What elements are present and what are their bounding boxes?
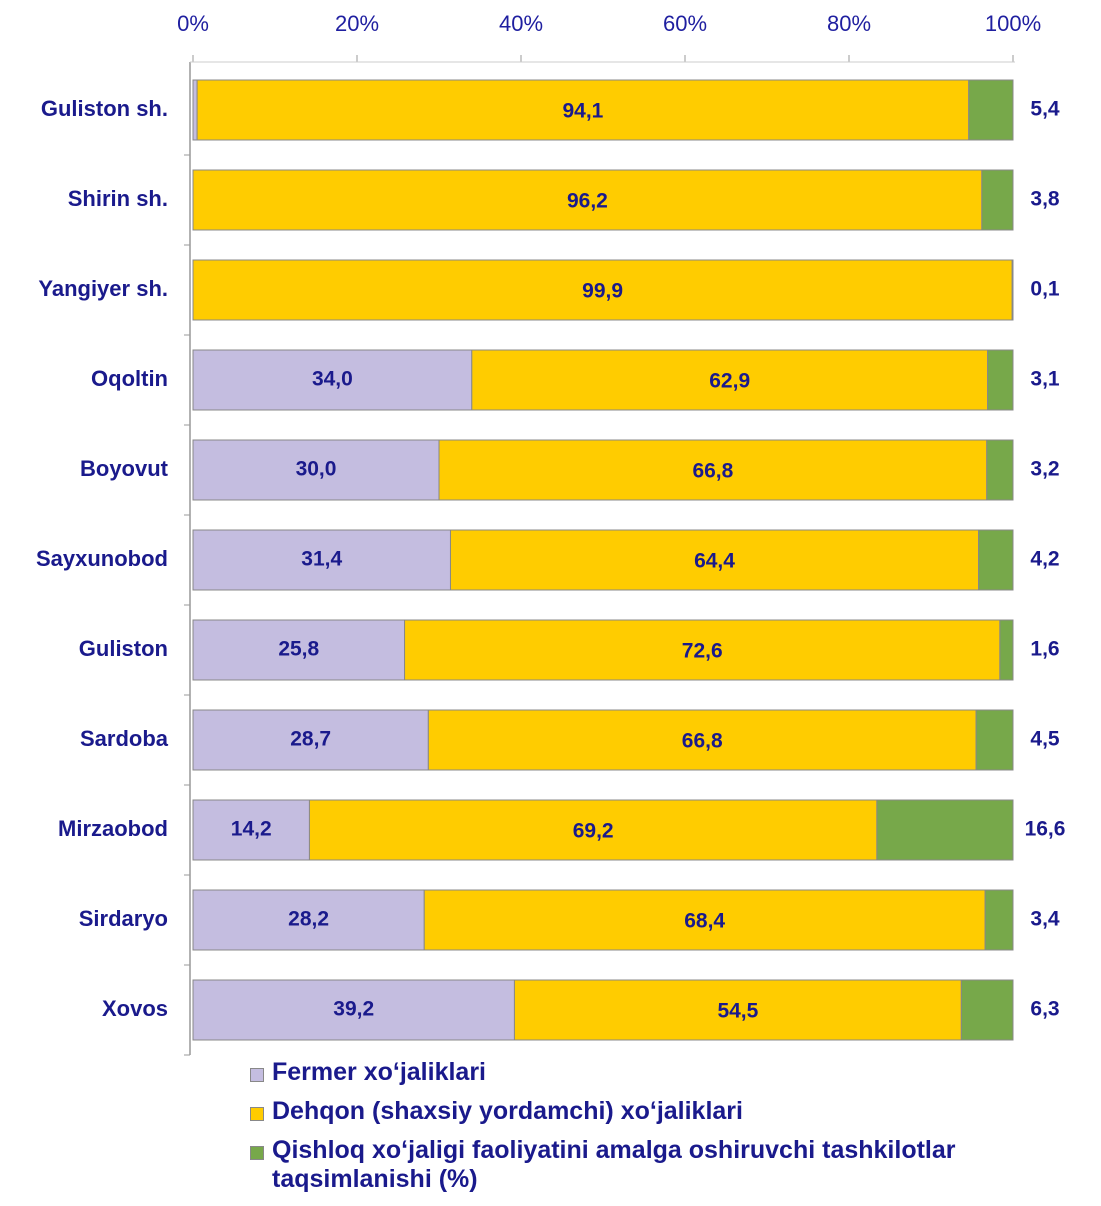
- category-label: Guliston: [79, 636, 168, 661]
- category-label: Oqoltin: [91, 366, 168, 391]
- bar-segment: [981, 169, 1014, 231]
- bar-segment: [984, 889, 1014, 951]
- legend-text: Fermer xo‘jaliklari: [272, 1058, 487, 1086]
- bar-segment: [404, 619, 1001, 681]
- legend-text: Dehqon (shaxsiy yordamchi) xo‘jaliklari: [272, 1097, 743, 1125]
- data-label: 4,5: [1030, 728, 1060, 751]
- bar-segment: [192, 799, 310, 861]
- data-label: 16,6: [1025, 818, 1066, 841]
- bar-segment: [192, 259, 1013, 321]
- legend: Fermer xo‘jaliklari Dehqon (shaxsiy yorda…: [250, 1058, 1090, 1204]
- bar-segment: [449, 529, 980, 591]
- bar-segment: [978, 529, 1014, 591]
- bar-segment: [438, 439, 988, 501]
- data-label: 25,8: [278, 638, 319, 661]
- category-label: Sardoba: [80, 726, 169, 751]
- data-label: 66,8: [692, 460, 733, 483]
- bar-segment: [960, 979, 1014, 1041]
- bar-segment: [192, 169, 983, 231]
- bar-segment: [423, 889, 986, 951]
- bar-segment: [968, 79, 1014, 141]
- x-tick-label: 0%: [177, 11, 209, 36]
- legend-text: Qishloq xo‘jaligi faoliyatini amalga osh…: [272, 1136, 956, 1193]
- legend-swatch: [250, 1146, 264, 1160]
- bar-segment: [192, 529, 451, 591]
- bar-segment: [1011, 259, 1014, 321]
- x-tick-label: 20%: [335, 11, 379, 36]
- data-label: 5,4: [1030, 98, 1060, 121]
- x-tick-label: 40%: [499, 11, 543, 36]
- data-label: 62,9: [709, 370, 750, 393]
- x-tick-label: 60%: [663, 11, 707, 36]
- data-label: 6,3: [1030, 998, 1059, 1021]
- bar-segment: [975, 709, 1014, 771]
- bar-segment: [192, 979, 515, 1041]
- data-label: 3,1: [1030, 368, 1060, 391]
- bar-segment: [987, 349, 1014, 411]
- data-label: 96,2: [567, 190, 608, 213]
- data-label: 28,2: [288, 908, 329, 931]
- bar-segment: [196, 79, 970, 141]
- legend-swatch: [250, 1107, 264, 1121]
- data-label: 99,9: [582, 280, 623, 303]
- bar-segment: [192, 889, 425, 951]
- bar-segment: [876, 799, 1014, 861]
- data-label: 30,0: [296, 458, 337, 481]
- category-label: Sayxunobod: [36, 546, 168, 571]
- data-label: 94,1: [562, 100, 603, 123]
- bar-segment: [999, 619, 1014, 681]
- data-label: 39,2: [333, 998, 374, 1021]
- bar-segment: [986, 439, 1014, 501]
- x-tick-label: 100%: [985, 11, 1041, 36]
- data-label: 3,4: [1030, 908, 1060, 931]
- category-label: Sirdaryo: [79, 906, 168, 931]
- data-label: 14,2: [231, 818, 272, 841]
- data-label: 68,4: [684, 910, 725, 933]
- data-label: 72,6: [682, 640, 723, 663]
- data-label: 64,4: [694, 550, 735, 573]
- data-label: 4,2: [1030, 548, 1059, 571]
- legend-item: Fermer xo‘jaliklari: [250, 1058, 1090, 1087]
- category-label: Boyovut: [80, 456, 169, 481]
- data-label: 28,7: [290, 728, 331, 751]
- bar-segment: [308, 799, 878, 861]
- bar-segment: [192, 619, 406, 681]
- bar-segment: [192, 439, 440, 501]
- category-label: Yangiyer sh.: [38, 276, 168, 301]
- legend-swatch: [250, 1068, 264, 1082]
- data-label: 1,6: [1030, 638, 1059, 661]
- bar-segment: [192, 709, 429, 771]
- category-label: Shirin sh.: [68, 186, 168, 211]
- bar-segment: [192, 79, 198, 141]
- legend-item: Dehqon (shaxsiy yordamchi) xo‘jaliklari: [250, 1097, 1090, 1126]
- data-label: 3,2: [1030, 458, 1059, 481]
- x-tick-label: 80%: [827, 11, 871, 36]
- data-label: 34,0: [312, 368, 353, 391]
- data-label: 0,1: [1030, 278, 1060, 301]
- bar-segment: [427, 709, 977, 771]
- data-label: 3,8: [1030, 188, 1060, 211]
- data-label: 69,2: [573, 820, 614, 843]
- data-label: 66,8: [682, 730, 723, 753]
- legend-item: Qishloq xo‘jaligi faoliyatini amalga osh…: [250, 1136, 1090, 1194]
- category-label: Guliston sh.: [41, 96, 168, 121]
- data-label: 54,5: [717, 1000, 758, 1023]
- category-label: Xovos: [102, 996, 168, 1021]
- bar-segment: [513, 979, 962, 1041]
- data-label: 31,4: [301, 548, 342, 571]
- category-label: Mirzaobod: [58, 816, 168, 841]
